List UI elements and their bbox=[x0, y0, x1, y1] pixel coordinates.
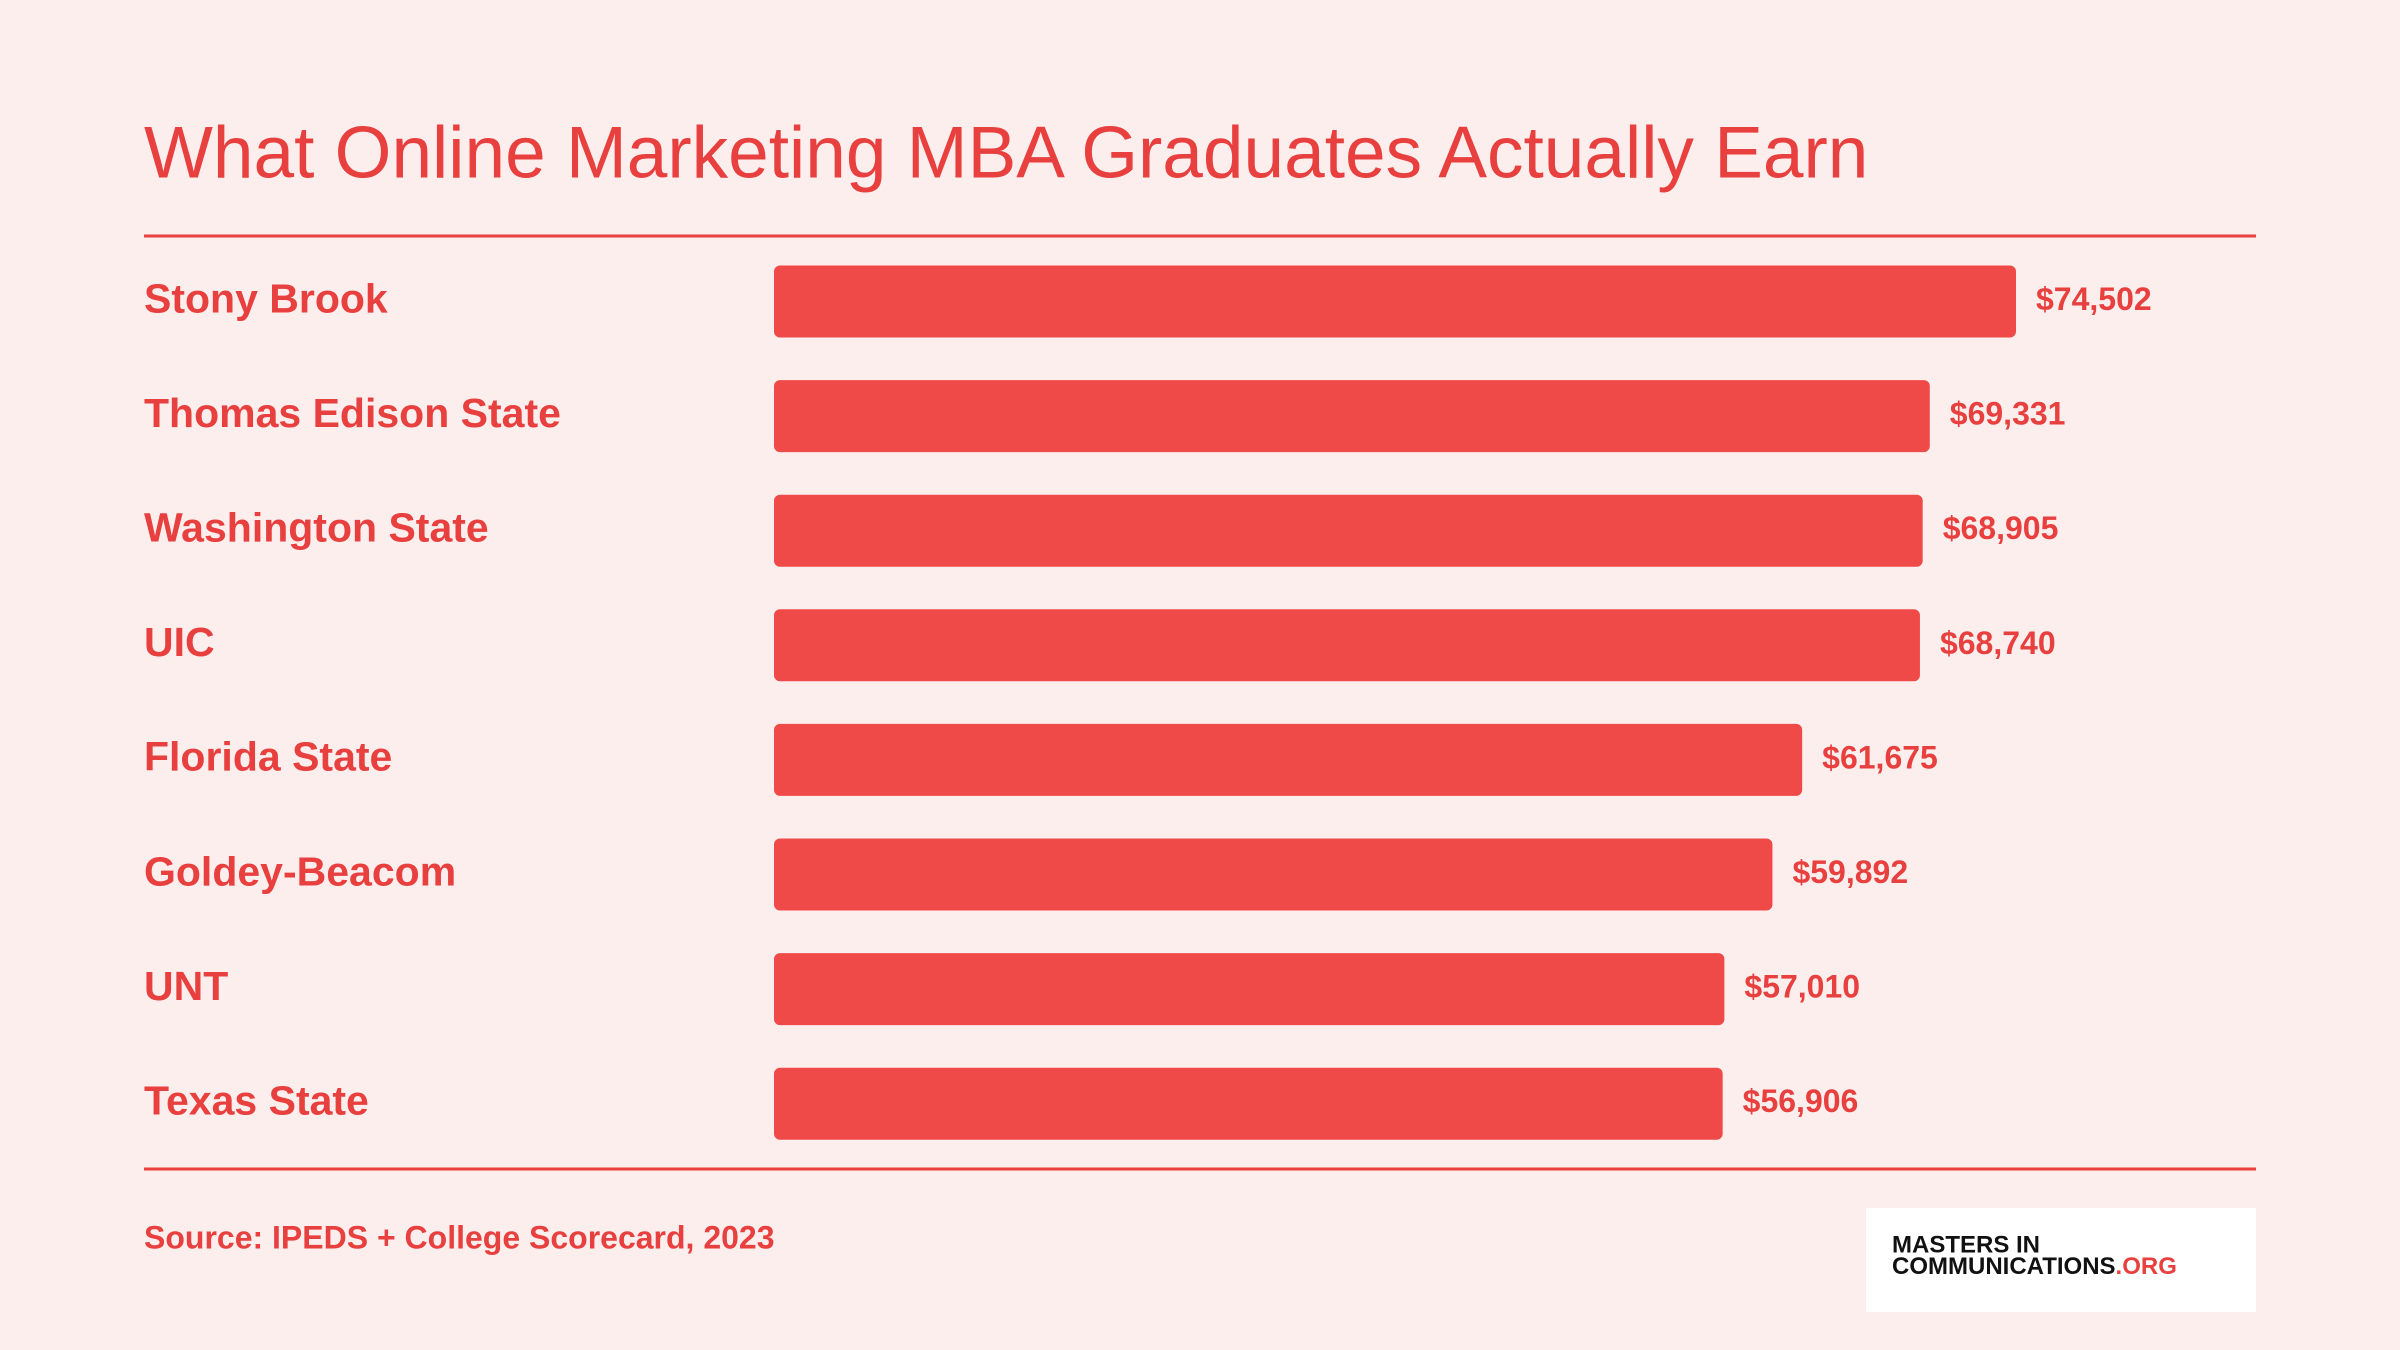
bar bbox=[774, 609, 1920, 682]
logo-text: COMMUNICATIONS bbox=[1892, 1253, 2116, 1280]
bar bbox=[774, 723, 1803, 796]
bar bbox=[774, 1067, 1723, 1140]
bar bbox=[774, 265, 2016, 338]
value-label: $74,502 bbox=[2036, 281, 2152, 317]
value-label: $57,010 bbox=[1744, 969, 1860, 1005]
value-label: $56,906 bbox=[1743, 1083, 1859, 1119]
logo-suffix: .ORG bbox=[2116, 1253, 2177, 1280]
bar bbox=[774, 838, 1773, 911]
category-label: Goldey-Beacom bbox=[144, 848, 456, 894]
bar bbox=[774, 380, 1930, 453]
value-label: $69,331 bbox=[1950, 396, 2066, 432]
logo-box bbox=[1866, 1208, 2256, 1312]
category-label: Thomas Edison State bbox=[144, 390, 561, 436]
logo-line: MASTERS IN bbox=[1892, 1231, 2040, 1258]
source: Source: IPEDS + College Scorecard, 2023 bbox=[144, 1219, 775, 1255]
category-label: Stony Brook bbox=[144, 275, 388, 321]
value-label: $68,740 bbox=[1940, 625, 2056, 661]
bar bbox=[774, 494, 1923, 567]
category-label: UIC bbox=[144, 619, 215, 665]
category-label: Washington State bbox=[144, 505, 489, 551]
category-label: UNT bbox=[144, 963, 228, 1009]
logo-line: COMMUNICATIONS.ORG bbox=[1892, 1253, 2177, 1280]
category-label: Florida State bbox=[144, 734, 392, 780]
category-label: Texas State bbox=[144, 1078, 369, 1124]
value-label: $61,675 bbox=[1822, 739, 1938, 775]
bar bbox=[774, 953, 1725, 1026]
chart-title: What Online Marketing MBA Graduates Actu… bbox=[144, 112, 1868, 193]
value-label: $59,892 bbox=[1792, 854, 1908, 890]
value-label: $68,905 bbox=[1943, 510, 2059, 546]
